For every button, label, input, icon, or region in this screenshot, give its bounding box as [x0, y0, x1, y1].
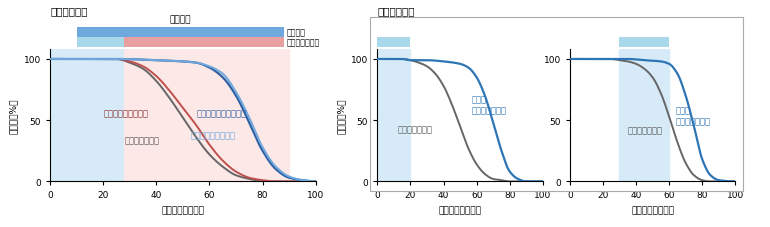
Text: 野生型系統１: 野生型系統１: [50, 6, 88, 16]
Text: コントロール食: コントロール食: [628, 126, 663, 135]
Bar: [50, 50, 125, 182]
Text: 通期制限: 通期制限: [287, 28, 306, 37]
Bar: [619, 50, 669, 182]
X-axis label: 成虫羽化後の日数: 成虫羽化後の日数: [162, 205, 204, 214]
X-axis label: 成虫羽化後の日数: 成虫羽化後の日数: [631, 205, 674, 214]
Text: 若齢期メチオニン制限: 若齢期メチオニン制限: [196, 109, 246, 118]
Bar: [125, 50, 290, 182]
Text: 栄養制限: 栄養制限: [169, 16, 191, 25]
Text: 時期特異的制限: 時期特異的制限: [287, 38, 320, 47]
Bar: [377, 50, 410, 182]
Text: 中年期
メチオニン制限: 中年期 メチオニン制限: [676, 106, 711, 126]
Text: コントロール食: コントロール食: [397, 125, 432, 134]
Text: コントロール食: コントロール食: [125, 136, 159, 145]
Text: 野生型系統２: 野生型系統２: [377, 6, 415, 16]
Y-axis label: 生存率（%）: 生存率（%）: [9, 98, 18, 133]
Y-axis label: 生存率（%）: 生存率（%）: [336, 98, 346, 133]
Text: 後期メチオニン制限: 後期メチオニン制限: [103, 109, 148, 118]
X-axis label: 成虫羽化後の日数: 成虫羽化後の日数: [439, 205, 481, 214]
Text: 若齢期
メチオニン制限: 若齢期 メチオニン制限: [472, 95, 507, 114]
Text: 通期メチオニン制限: 通期メチオニン制限: [191, 131, 236, 140]
